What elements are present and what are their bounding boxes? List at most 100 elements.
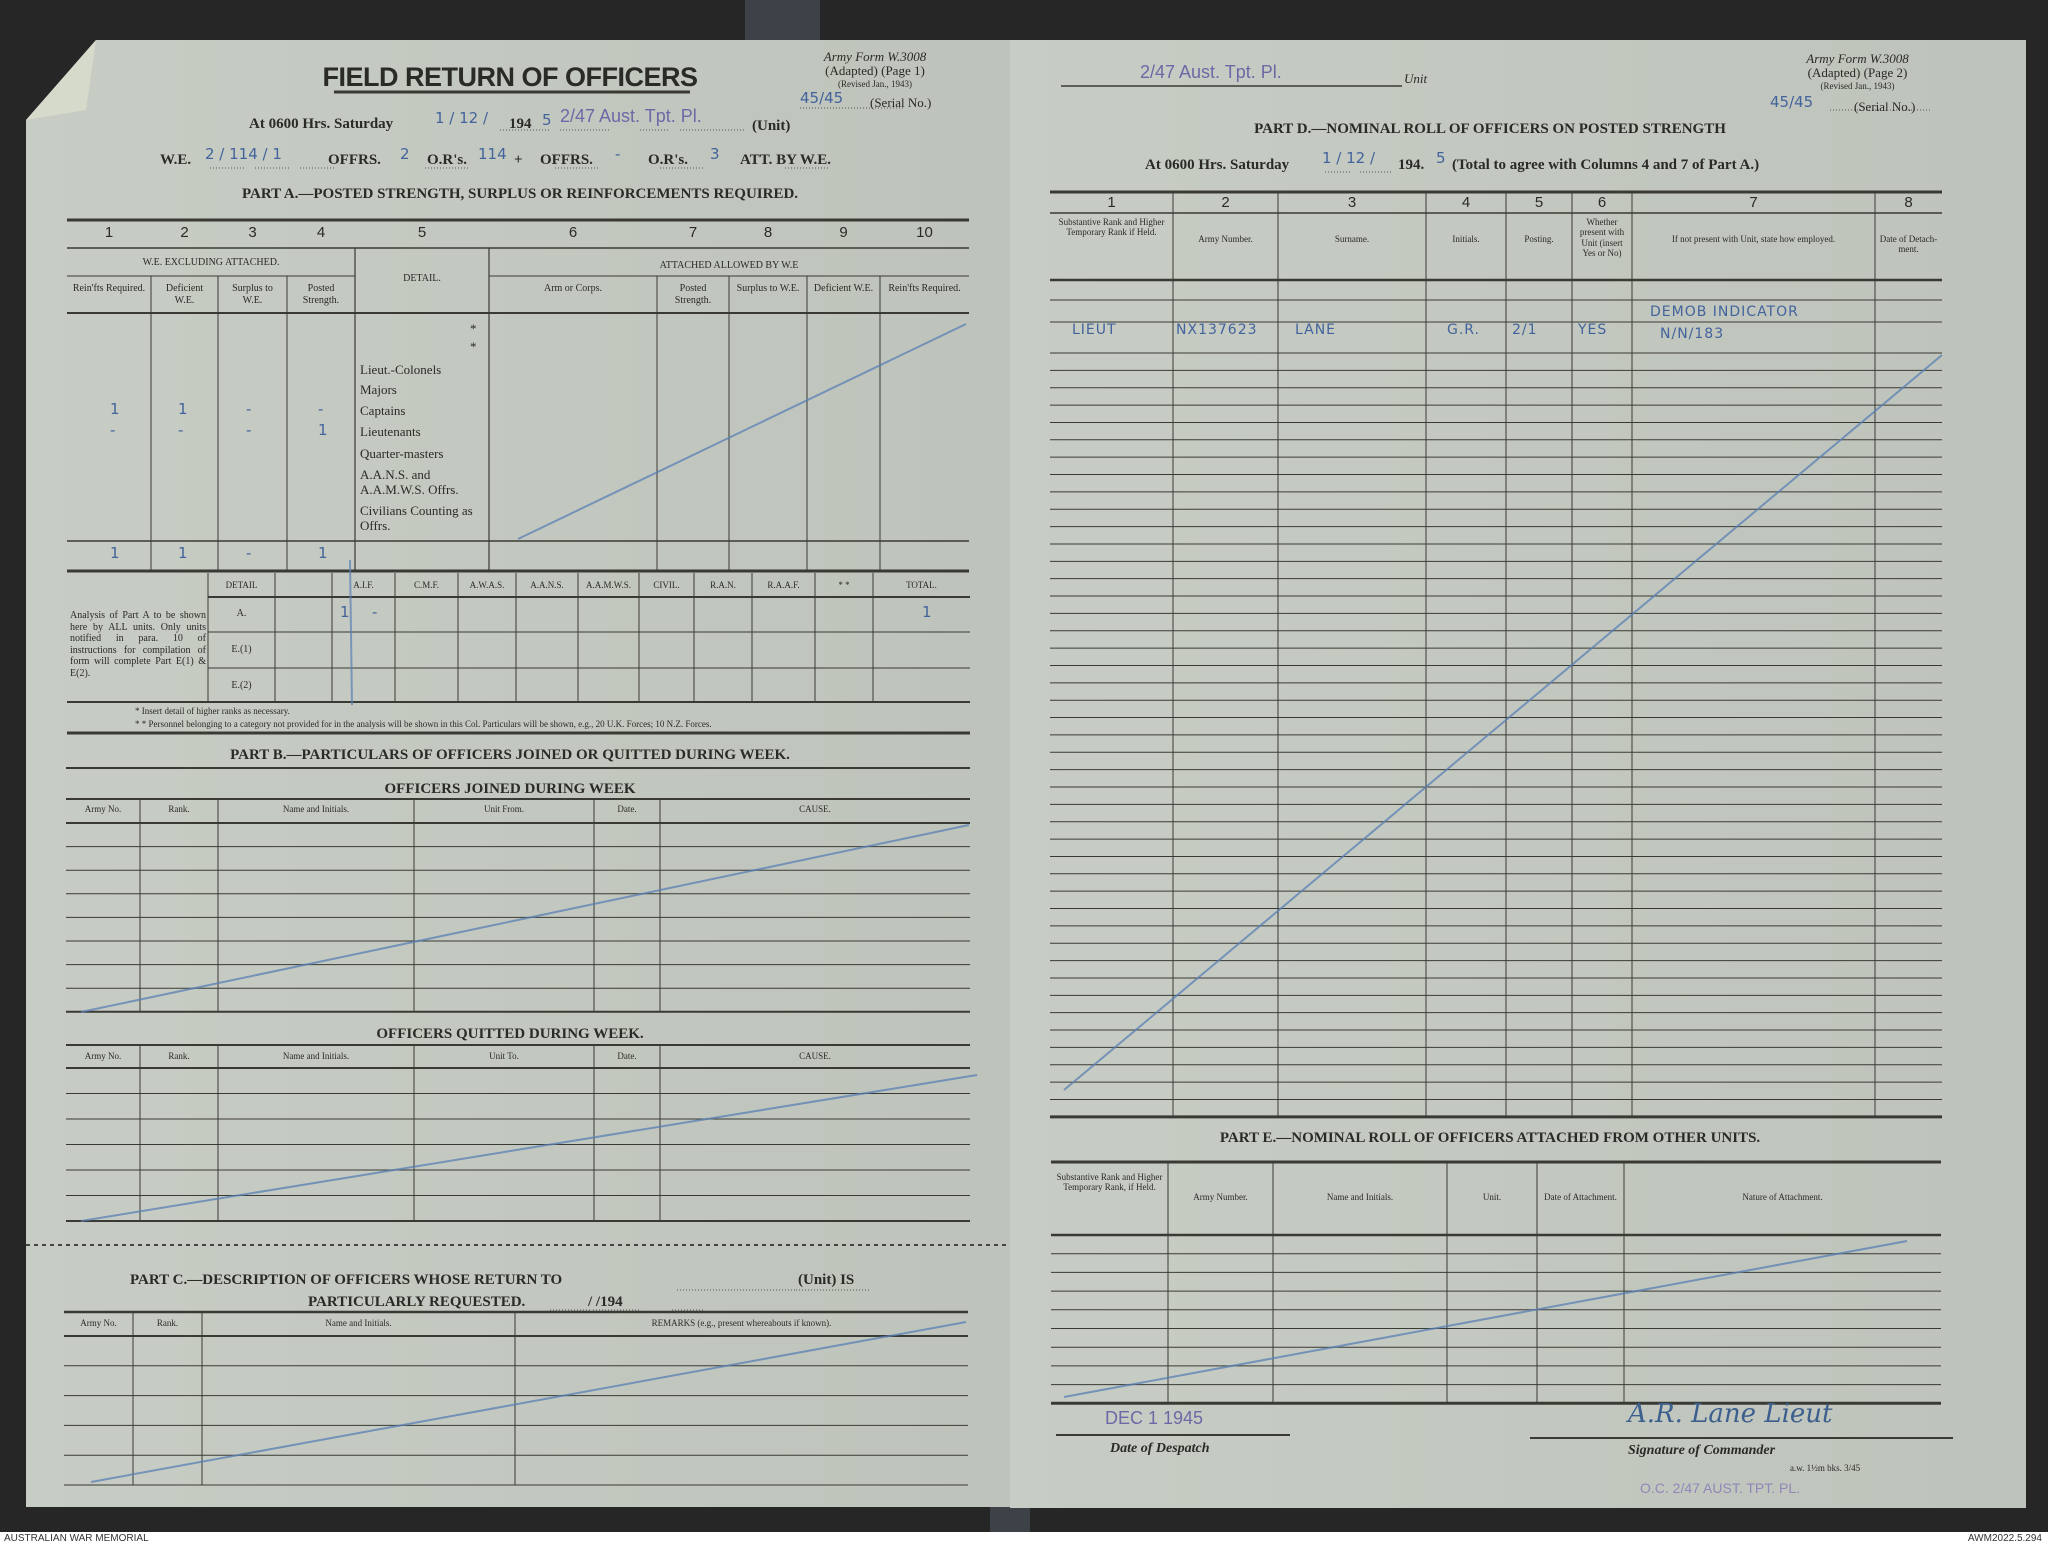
part-d-column-header: Initials. xyxy=(1452,234,1480,244)
right-form-id-line2: (Adapted) (Page 2) xyxy=(1807,65,1908,80)
part-a-col-number: 2 xyxy=(180,224,189,241)
part-a-subheader: Posted Strength. xyxy=(302,283,340,306)
we-line-ors1-value: 114 xyxy=(478,145,507,163)
part-e-heading: PART E.—NOMINAL ROLL OF OFFICERS ATTACHE… xyxy=(1219,1130,1761,1146)
part-d-at-prefix: At 0600 Hrs. Saturday xyxy=(1145,157,1290,173)
analysis-column-header: * * xyxy=(838,580,850,590)
we-line-we-label: W.E. xyxy=(160,152,192,168)
part-e-column-header: Nature of Attachment. xyxy=(1742,1192,1823,1202)
part-c-column-header: REMARKS (e.g., present whereabouts if kn… xyxy=(651,1318,832,1328)
we-line-ors1-label: O.R's. xyxy=(427,152,468,168)
part-d-entry-employed-2: N/N/183 xyxy=(1660,326,1725,342)
part-d-entry-surname: LANE xyxy=(1295,322,1337,338)
part-d-col-number: 5 xyxy=(1534,194,1544,211)
part-a-col-number: 9 xyxy=(839,224,848,241)
print-code: a.w. 1½m bks. 3/45 xyxy=(1790,1463,1861,1473)
we-line-ors2-value: 3 xyxy=(710,145,720,163)
part-a-detail-label: Captains xyxy=(360,403,406,418)
analysis-column-header: A.A.M.W.S. xyxy=(586,580,631,590)
part-a-col-number: 3 xyxy=(248,224,257,241)
part-c-date: / /194 xyxy=(588,1294,623,1310)
analysis-column-header: DETAIL xyxy=(225,580,258,590)
at-line-prefix: At 0600 Hrs. Saturday xyxy=(249,116,394,132)
analysis-column-header: A.A.N.S. xyxy=(530,580,564,590)
part-d-date: 1 / 12 / xyxy=(1322,149,1376,167)
right-serial-label: (Serial No.) xyxy=(1854,99,1916,114)
part-a-detail-label: Quarter-masters xyxy=(360,446,444,461)
analysis-column-header: R.A.A.F. xyxy=(767,580,800,590)
unit-stamp: 2/47 Aust. Tpt. Pl. xyxy=(560,106,702,126)
part-a-col-number: 7 xyxy=(688,224,698,241)
analysis-column-header: C.M.F. xyxy=(413,580,440,590)
part-d-entry-rank: LIEUT xyxy=(1072,322,1117,338)
right-unit-value: 2/47 Aust. Tpt. Pl. xyxy=(1140,62,1282,82)
part-a-captains-entry: - xyxy=(318,400,324,418)
part-d-heading: PART D.—NOMINAL ROLL OF OFFICERS ON POST… xyxy=(1254,121,1726,137)
part-a-detail-label: * xyxy=(470,339,477,354)
strike-part-a xyxy=(517,323,967,540)
date-of-despatch-stamp: DEC 1 1945 xyxy=(1105,1408,1204,1428)
part-a-subheader: Deficient W.E. xyxy=(813,283,874,294)
strike-quitted xyxy=(80,1074,978,1222)
part-e-column-header: Substantive Rank and Higher Temporary Ra… xyxy=(1056,1172,1163,1193)
analysis-row-label: E.(2) xyxy=(231,680,252,691)
date-of-despatch-label: Date of Despatch xyxy=(1110,1441,1210,1456)
part-e-column-header: Name and Initials. xyxy=(1326,1192,1394,1202)
serial-number-value: 45/45 xyxy=(800,89,844,107)
aif-pencil-mark xyxy=(349,559,353,706)
form-id-line3: (Revised Jan., 1943) xyxy=(838,79,912,89)
left-page xyxy=(26,40,1012,1507)
strike-part-d xyxy=(1063,354,1943,1091)
part-a-lieutenants-entry: 1 xyxy=(318,421,328,439)
we-line-offrs2-label: OFFRS. xyxy=(540,152,593,168)
part-c-column-header: Rank. xyxy=(156,1318,179,1328)
joined-column-header: Army No. xyxy=(84,804,122,814)
part-a-captains-entry: 1 xyxy=(110,400,120,418)
part-c-column-header: Name and Initials. xyxy=(325,1318,392,1328)
right-form-id-line3: (Revised Jan., 1943) xyxy=(1820,81,1895,91)
part-a-totals-entry: 1 xyxy=(110,544,120,562)
part-c-line1: PART C.—DESCRIPTION OF OFFICERS WHOSE RE… xyxy=(130,1272,563,1288)
we-line-we-value: 2 / 114 / 1 xyxy=(205,145,282,163)
joined-column-header: Rank. xyxy=(168,804,190,814)
part-d-col-number: 7 xyxy=(1749,194,1758,211)
quitted-column-header: Unit To. xyxy=(489,1051,519,1061)
part-a-col-number: 1 xyxy=(104,224,114,241)
analysis-column-header: CIVIL. xyxy=(653,580,680,590)
analysis-row-label: A. xyxy=(236,608,247,619)
part-d-entry-employed-1: DEMOB INDICATOR xyxy=(1650,304,1799,320)
part-a-col-number: 8 xyxy=(763,224,773,241)
part-a-lieutenants-entry: - xyxy=(178,421,184,439)
oc-stamp: O.C. 2/47 AUST. TPT. PL. xyxy=(1640,1480,1801,1496)
part-a-lieutenants-entry: - xyxy=(110,421,116,439)
part-a-lieutenants-entry: - xyxy=(246,421,252,439)
right-serial-value: 45/45 xyxy=(1770,93,1814,111)
part-d-at-suffix: (Total to agree with Columns 4 and 7 of … xyxy=(1452,157,1760,173)
part-a-col-number: 5 xyxy=(417,224,427,241)
right-form-id-line1: Army Form W.3008 xyxy=(1806,51,1909,66)
analysis-cmf-value: - xyxy=(372,603,378,621)
analysis-column-header: TOTAL. xyxy=(906,580,937,590)
part-a-heading: PART A.—POSTED STRENGTH, SURPLUS OR REIN… xyxy=(241,186,799,202)
part-c-unit-suffix: (Unit) IS xyxy=(798,1272,855,1288)
part-a-subheader: Surplus to W.E. xyxy=(232,283,273,306)
part-d-column-header: Substantive Rank and Higher Temporary Ra… xyxy=(1058,217,1165,238)
part-d-col-number: 2 xyxy=(1221,194,1230,211)
part-e-column-header: Unit. xyxy=(1482,1192,1502,1202)
at-line-date: 1 / 12 / xyxy=(435,109,489,127)
part-a-detail-header: DETAIL. xyxy=(403,273,441,284)
part-d-column-header: Whether present with Unit (insert Yes or… xyxy=(1579,217,1625,259)
footnote-1: * Insert detail of higher ranks as neces… xyxy=(135,706,290,716)
joined-column-header: Name and Initials. xyxy=(282,804,350,814)
part-a-subheader: Rein'fts Required. xyxy=(888,283,961,294)
part-d-entry-initials: G.R. xyxy=(1447,322,1480,338)
caption-bar xyxy=(0,1532,2048,1547)
we-line-att-label: ATT. BY W.E. xyxy=(740,152,832,168)
part-a-totals-entry: - xyxy=(246,544,252,562)
strike-joined xyxy=(80,824,970,1013)
form-id-line2: (Adapted) (Page 1) xyxy=(825,63,925,78)
we-line-offrs1-value: 2 xyxy=(400,145,410,163)
analysis-aif-value: 1 xyxy=(340,603,350,621)
part-a-col-number: 10 xyxy=(916,224,933,241)
part-a-col-number: 4 xyxy=(316,224,326,241)
